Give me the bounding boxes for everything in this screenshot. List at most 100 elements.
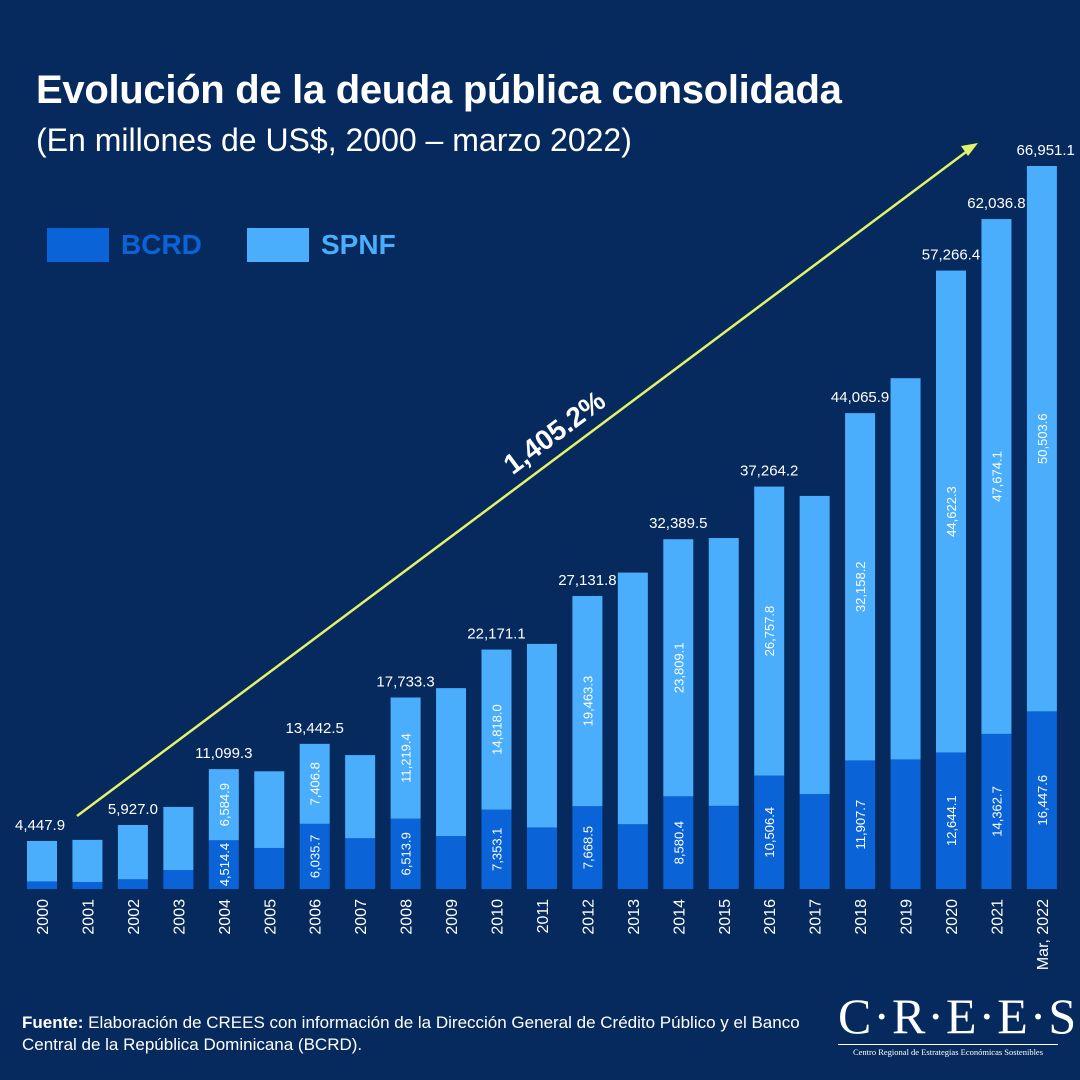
segment-label-spnf-22: 50,503.6 bbox=[1035, 413, 1050, 464]
total-label-21: 62,036.8 bbox=[967, 195, 1025, 212]
bar-bcrd-18 bbox=[845, 760, 876, 889]
bar-bcrd-4 bbox=[208, 840, 239, 889]
segment-label-spnf-10: 14,818.0 bbox=[490, 704, 505, 755]
total-label-4: 11,099.3 bbox=[195, 745, 252, 762]
segment-label-bcrd-14: 8,580.4 bbox=[671, 821, 686, 864]
bar-spnf-3 bbox=[163, 806, 194, 871]
segment-label-bcrd-18: 11,907.7 bbox=[853, 800, 868, 850]
segment-label-spnf-6: 7,406.8 bbox=[308, 762, 323, 805]
bar-spnf-16 bbox=[754, 486, 785, 776]
x-tick-label-6: 2006 bbox=[308, 899, 325, 935]
legend-label-spnf: SPNF bbox=[321, 229, 396, 260]
segment-label-bcrd-10: 7,353.1 bbox=[490, 828, 505, 871]
x-tick-label-2: 2002 bbox=[126, 899, 143, 935]
total-label-20: 57,266.4 bbox=[922, 247, 980, 264]
segment-label-bcrd-6: 6,035.7 bbox=[308, 835, 323, 878]
growth-arrow-line bbox=[76, 150, 967, 818]
segment-label-bcrd-12: 7,668.5 bbox=[580, 826, 595, 869]
x-tick-label-4: 2004 bbox=[217, 899, 234, 935]
source-footnote: Fuente: Elaboración de CREES con informa… bbox=[22, 1012, 822, 1056]
bar-spnf-20 bbox=[936, 270, 966, 753]
bar-spnf-14 bbox=[663, 539, 694, 797]
total-label-18: 44,065.9 bbox=[831, 389, 889, 406]
bar-spnf-7 bbox=[345, 755, 376, 839]
growth-percentage-label: 1,405.2% bbox=[498, 385, 611, 481]
logo-wordmark: C·R·E·E·S bbox=[838, 988, 1079, 1044]
chart-title: Evolución de la deuda pública consolidad… bbox=[36, 68, 842, 112]
bar-spnf-1 bbox=[72, 839, 103, 882]
bar-bcrd-13 bbox=[617, 824, 648, 889]
crees-logo: C·R·E·E·S Centro Regional de Estrategias… bbox=[838, 988, 1079, 1057]
bar-spnf-8 bbox=[390, 697, 421, 819]
x-tick-label-18: 2018 bbox=[853, 899, 870, 935]
bar-spnf-13 bbox=[617, 572, 648, 825]
x-tick-label-20: 2020 bbox=[944, 899, 961, 935]
x-tick-label-16: 2016 bbox=[762, 899, 779, 935]
source-label: Fuente: bbox=[22, 1013, 84, 1032]
x-tick-label-10: 2010 bbox=[490, 899, 507, 935]
bar-spnf-18 bbox=[845, 413, 876, 761]
segment-label-bcrd-8: 6,513.9 bbox=[399, 832, 414, 875]
bar-bcrd-19 bbox=[890, 759, 921, 889]
legend-item-spnf: SPNF bbox=[247, 228, 396, 262]
bar-bcrd-5 bbox=[254, 847, 285, 889]
bar-spnf-15 bbox=[708, 538, 739, 806]
x-tick-label-1: 2001 bbox=[80, 899, 97, 935]
bar-bcrd-0 bbox=[27, 881, 57, 889]
bar-bcrd-1 bbox=[72, 881, 103, 889]
segment-label-bcrd-4: 4,514.4 bbox=[217, 843, 232, 886]
bar-spnf-10 bbox=[481, 649, 512, 810]
bar-bcrd-9 bbox=[436, 836, 467, 889]
legend-swatch-spnf bbox=[247, 228, 309, 262]
x-tick-label-22: Mar, 2022 bbox=[1035, 899, 1052, 970]
bar-spnf-22 bbox=[1026, 165, 1057, 712]
total-label-10: 22,171.1 bbox=[467, 626, 525, 643]
x-tick-label-8: 2008 bbox=[399, 899, 416, 935]
x-tick-label-7: 2007 bbox=[353, 899, 370, 935]
source-text: Elaboración de CREES con información de … bbox=[22, 1013, 800, 1054]
bar-spnf-17 bbox=[799, 495, 830, 794]
segment-label-bcrd-16: 10,506.4 bbox=[762, 807, 777, 858]
bar-spnf-0 bbox=[27, 840, 57, 882]
legend-swatch-bcrd bbox=[47, 228, 109, 262]
segment-label-spnf-4: 6,584.9 bbox=[217, 783, 232, 826]
bar-bcrd-20 bbox=[936, 752, 966, 889]
total-label-2: 5,927.0 bbox=[108, 801, 158, 818]
bar-bcrd-15 bbox=[708, 805, 739, 889]
bar-spnf-19 bbox=[890, 378, 921, 760]
segment-label-spnf-18: 32,158.2 bbox=[853, 561, 868, 612]
bar-bcrd-17 bbox=[799, 793, 830, 889]
segment-label-spnf-12: 19,463.3 bbox=[580, 676, 595, 727]
segment-label-spnf-16: 26,757.8 bbox=[762, 606, 777, 657]
bar-bcrd-7 bbox=[345, 838, 376, 889]
x-tick-label-19: 2019 bbox=[899, 899, 916, 935]
x-tick-label-12: 2012 bbox=[580, 899, 597, 935]
legend-item-bcrd: BCRD bbox=[47, 228, 202, 262]
bar-bcrd-14 bbox=[663, 796, 694, 889]
logo-tagline: Centro Regional de Estrategias Económica… bbox=[838, 1044, 1058, 1057]
segment-label-spnf-21: 47,674.1 bbox=[989, 451, 1004, 502]
x-tick-label-5: 2005 bbox=[262, 899, 279, 935]
x-tick-label-11: 2011 bbox=[535, 899, 552, 934]
segment-label-bcrd-20: 12,644.1 bbox=[944, 795, 959, 846]
bar-bcrd-21 bbox=[981, 733, 1012, 889]
bar-spnf-12 bbox=[572, 596, 603, 807]
segment-label-spnf-20: 44,622.3 bbox=[944, 486, 959, 537]
bar-spnf-9 bbox=[436, 688, 467, 837]
x-tick-label-17: 2017 bbox=[808, 899, 825, 935]
segment-label-bcrd-22: 16,447.6 bbox=[1035, 775, 1050, 826]
segment-label-bcrd-21: 14,362.7 bbox=[989, 786, 1004, 837]
segment-label-spnf-8: 11,219.4 bbox=[399, 733, 414, 783]
bar-spnf-2 bbox=[117, 824, 148, 880]
x-tick-label-3: 2003 bbox=[171, 899, 188, 935]
total-label-8: 17,733.3 bbox=[376, 673, 434, 690]
total-label-6: 13,442.5 bbox=[286, 720, 344, 737]
x-tick-label-14: 2014 bbox=[671, 899, 688, 935]
bar-spnf-21 bbox=[981, 219, 1012, 734]
total-label-16: 37,264.2 bbox=[740, 463, 798, 480]
chart-subtitle: (En millones de US$, 2000 – marzo 2022) bbox=[36, 122, 632, 158]
x-tick-label-13: 2013 bbox=[626, 899, 643, 935]
x-tick-label-21: 2021 bbox=[989, 899, 1006, 935]
bar-bcrd-11 bbox=[526, 827, 557, 889]
bar-bcrd-8 bbox=[390, 818, 421, 889]
